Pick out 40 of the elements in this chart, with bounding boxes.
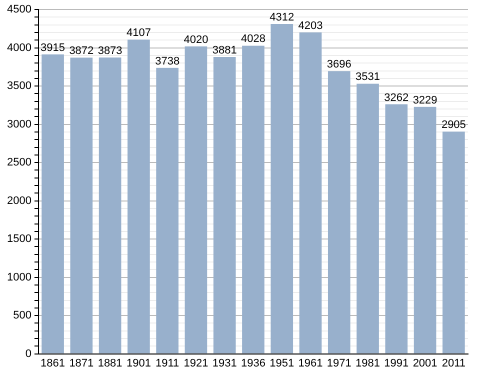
x-tick-label: 1981 [356, 357, 380, 370]
x-tick-label: 1971 [326, 357, 352, 370]
y-tick-label: 3500 [6, 80, 32, 92]
data-label: 4028 [240, 33, 266, 46]
data-label: 3915 [40, 42, 66, 54]
x-tick-label: 1871 [69, 357, 94, 370]
data-label: 4312 [270, 12, 294, 24]
x-tick-label: 1991 [384, 357, 409, 370]
x-tick-label: 1901 [126, 357, 151, 370]
y-tick-label: 4000 [6, 42, 32, 54]
y-tick-label: 1000 [6, 271, 32, 284]
data-label: 3881 [212, 44, 237, 56]
x-tick-label: 1861 [40, 357, 66, 370]
x-tick-label: 1931 [212, 357, 237, 370]
data-label: 4020 [184, 34, 208, 46]
y-tick-label: 4500 [6, 4, 32, 16]
data-label: 3872 [69, 45, 94, 58]
data-label: 4107 [126, 27, 151, 40]
y-tick-label: 2500 [6, 156, 32, 169]
data-label: 2905 [441, 119, 466, 132]
data-label: 3262 [384, 92, 409, 104]
x-tick-label: 1961 [298, 357, 323, 370]
y-tick-label: 1500 [6, 233, 32, 246]
data-label: 3873 [98, 45, 122, 58]
data-label: 3531 [356, 71, 380, 84]
data-label: 3229 [412, 94, 438, 106]
data-label: 3696 [326, 58, 352, 71]
x-tick-label: 2011 [442, 357, 466, 370]
y-tick-label: 3000 [6, 118, 32, 130]
x-tick-label: 2001 [412, 357, 438, 370]
x-tick-label: 1951 [270, 357, 294, 370]
y-tick-label: 500 [13, 310, 32, 322]
y-tick-label: 2000 [6, 194, 32, 207]
y-tick-label: 0 [25, 348, 32, 360]
data-label: 3738 [155, 55, 180, 68]
x-tick-label: 1911 [156, 357, 180, 370]
x-tick-label: 1881 [98, 357, 122, 370]
data-label: 4203 [298, 20, 323, 32]
x-tick-label: 1921 [184, 357, 208, 370]
x-tick-label: 1936 [240, 357, 266, 370]
